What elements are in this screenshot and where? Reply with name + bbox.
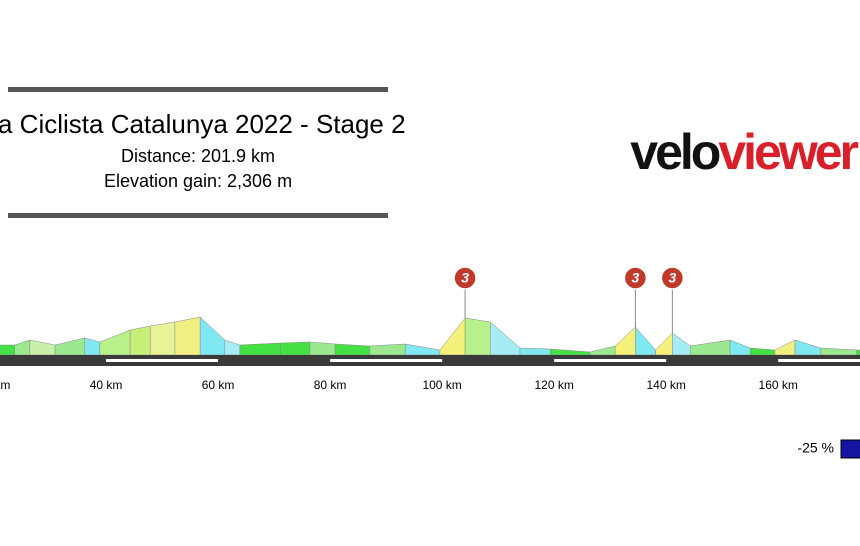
logo-part: viewer [718, 124, 858, 180]
header-rule [8, 87, 388, 92]
elevation-segment [174, 316, 201, 356]
elevation-segment [150, 321, 176, 356]
header-rule [8, 213, 388, 218]
elevation-segment [404, 343, 441, 356]
climb-category: 3 [668, 270, 676, 286]
elevation-segment [84, 337, 101, 356]
elevation-segment [279, 341, 311, 356]
elevation-segment [729, 339, 751, 356]
elevation-segment [99, 329, 131, 356]
climb-category: 3 [631, 270, 639, 286]
x-tick-label: 100 km [422, 378, 461, 392]
x-tick-label: 40 km [90, 378, 123, 392]
x-tick-label: 140 km [647, 378, 686, 392]
elevation-segment [224, 339, 241, 356]
elevation-segment [129, 325, 151, 356]
elevation-segment [819, 347, 857, 356]
climb-marker [623, 266, 648, 290]
elevation-segment [749, 347, 776, 356]
x-tick-label: 20 km [0, 378, 10, 392]
elevation-segment [614, 326, 636, 356]
elevation-segment [309, 341, 336, 356]
elevation-segment [14, 339, 31, 356]
elevation-segment [774, 339, 796, 356]
elevation-segment [672, 332, 691, 356]
distance-stripe [330, 359, 443, 362]
climb-marker [660, 266, 685, 290]
elevation-segment [519, 347, 551, 356]
elevation-segment [589, 345, 616, 356]
elevation-segment [0, 344, 15, 356]
elevation-segment [239, 342, 281, 356]
distance-stripe [106, 359, 219, 362]
elevation-segment [856, 349, 860, 356]
elevation-segment [794, 339, 821, 356]
legend-label: -25 % [797, 440, 834, 456]
elevation-segment [464, 317, 491, 356]
x-tick-label: 60 km [202, 378, 235, 392]
distance-stripe [554, 359, 667, 362]
elevation-segment [199, 316, 226, 356]
elevation-segment [549, 348, 591, 356]
elevation-gain: Elevation gain: 2,306 m [104, 171, 292, 191]
legend-swatch [840, 439, 860, 459]
elevation-segment [439, 317, 466, 356]
elevation-segment [655, 332, 673, 356]
elevation-segment [490, 321, 521, 356]
climb-marker [453, 266, 477, 290]
distance-stripe [778, 359, 860, 362]
elevation-segment [54, 337, 86, 356]
x-tick-label: 160 km [759, 378, 798, 392]
x-tick-label: 120 km [534, 378, 573, 392]
x-tick-label: 80 km [314, 378, 347, 392]
distance: Distance: 201.9 km [121, 146, 275, 166]
chart-title: a Ciclista Catalunya 2022 - Stage 2 [0, 109, 406, 139]
elevation-segment [29, 339, 56, 356]
elevation-segment [369, 343, 406, 356]
logo: veloviewer [630, 124, 858, 180]
logo-part: velo [630, 124, 720, 180]
elevation-segment [635, 326, 656, 356]
elevation-segment [334, 343, 371, 356]
elevation-segment [690, 339, 731, 356]
climb-category: 3 [461, 270, 469, 286]
